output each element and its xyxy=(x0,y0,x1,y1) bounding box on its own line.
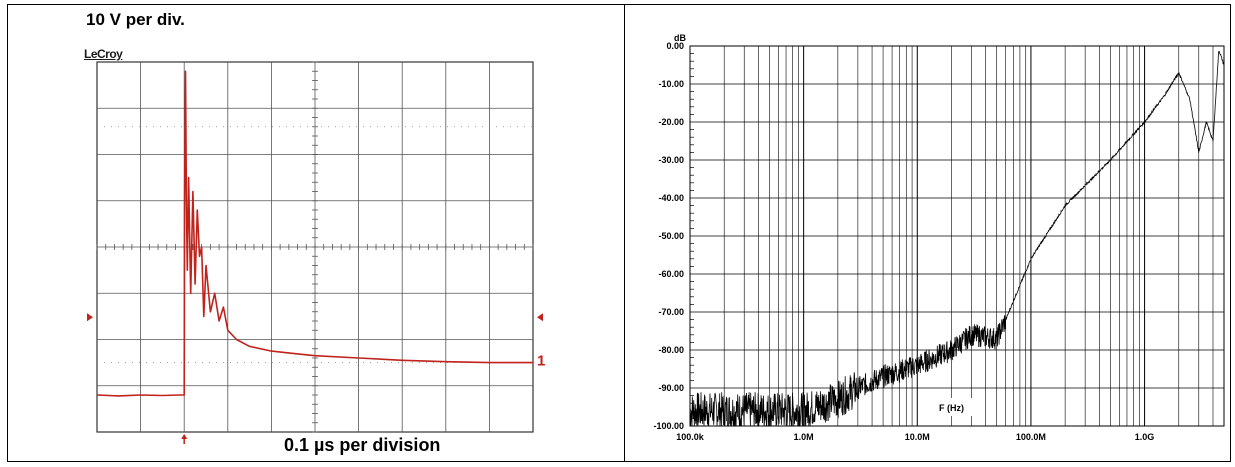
y-tick-label: 0.00 xyxy=(666,41,684,51)
y-axis-label: dB xyxy=(674,33,686,43)
y-tick-label: -20.00 xyxy=(658,117,684,127)
x-tick-label: 10.0M xyxy=(905,432,930,442)
channel-marker: 1 xyxy=(537,352,545,369)
y-tick-label: -60.00 xyxy=(658,269,684,279)
x-tick-label: 1.0M xyxy=(794,432,814,442)
x-tick-label: 1.0G xyxy=(1135,432,1155,442)
response-curve xyxy=(689,50,1225,427)
y-tick-label: -70.00 xyxy=(658,307,684,317)
x-tick-label: 100.0M xyxy=(1016,432,1046,442)
y-tick-label: -80.00 xyxy=(658,345,684,355)
oscilloscope-x-label: 0.1 µs per division xyxy=(284,435,441,455)
trigger-time-marker xyxy=(181,434,188,439)
y-tick-label: -40.00 xyxy=(658,193,684,203)
x-axis-label-bg xyxy=(923,398,980,416)
x-tick-label: 100.0k xyxy=(676,432,705,442)
oscilloscope-title: 10 V per div. xyxy=(86,10,185,29)
y-tick-label: -10.00 xyxy=(658,79,684,89)
y-tick-label: -50.00 xyxy=(658,231,684,241)
y-tick-label: -30.00 xyxy=(658,155,684,165)
scope-trace xyxy=(96,70,533,397)
y-tick-label: -90.00 xyxy=(658,383,684,393)
y-tick-label: -100.00 xyxy=(653,421,684,431)
frequency-panel xyxy=(625,4,1231,462)
brand-logo: LeCroy xyxy=(84,47,123,61)
trigger-level-marker xyxy=(87,313,93,322)
x-axis-label: F (Hz) xyxy=(939,403,964,413)
trigger-level-marker xyxy=(537,313,543,322)
